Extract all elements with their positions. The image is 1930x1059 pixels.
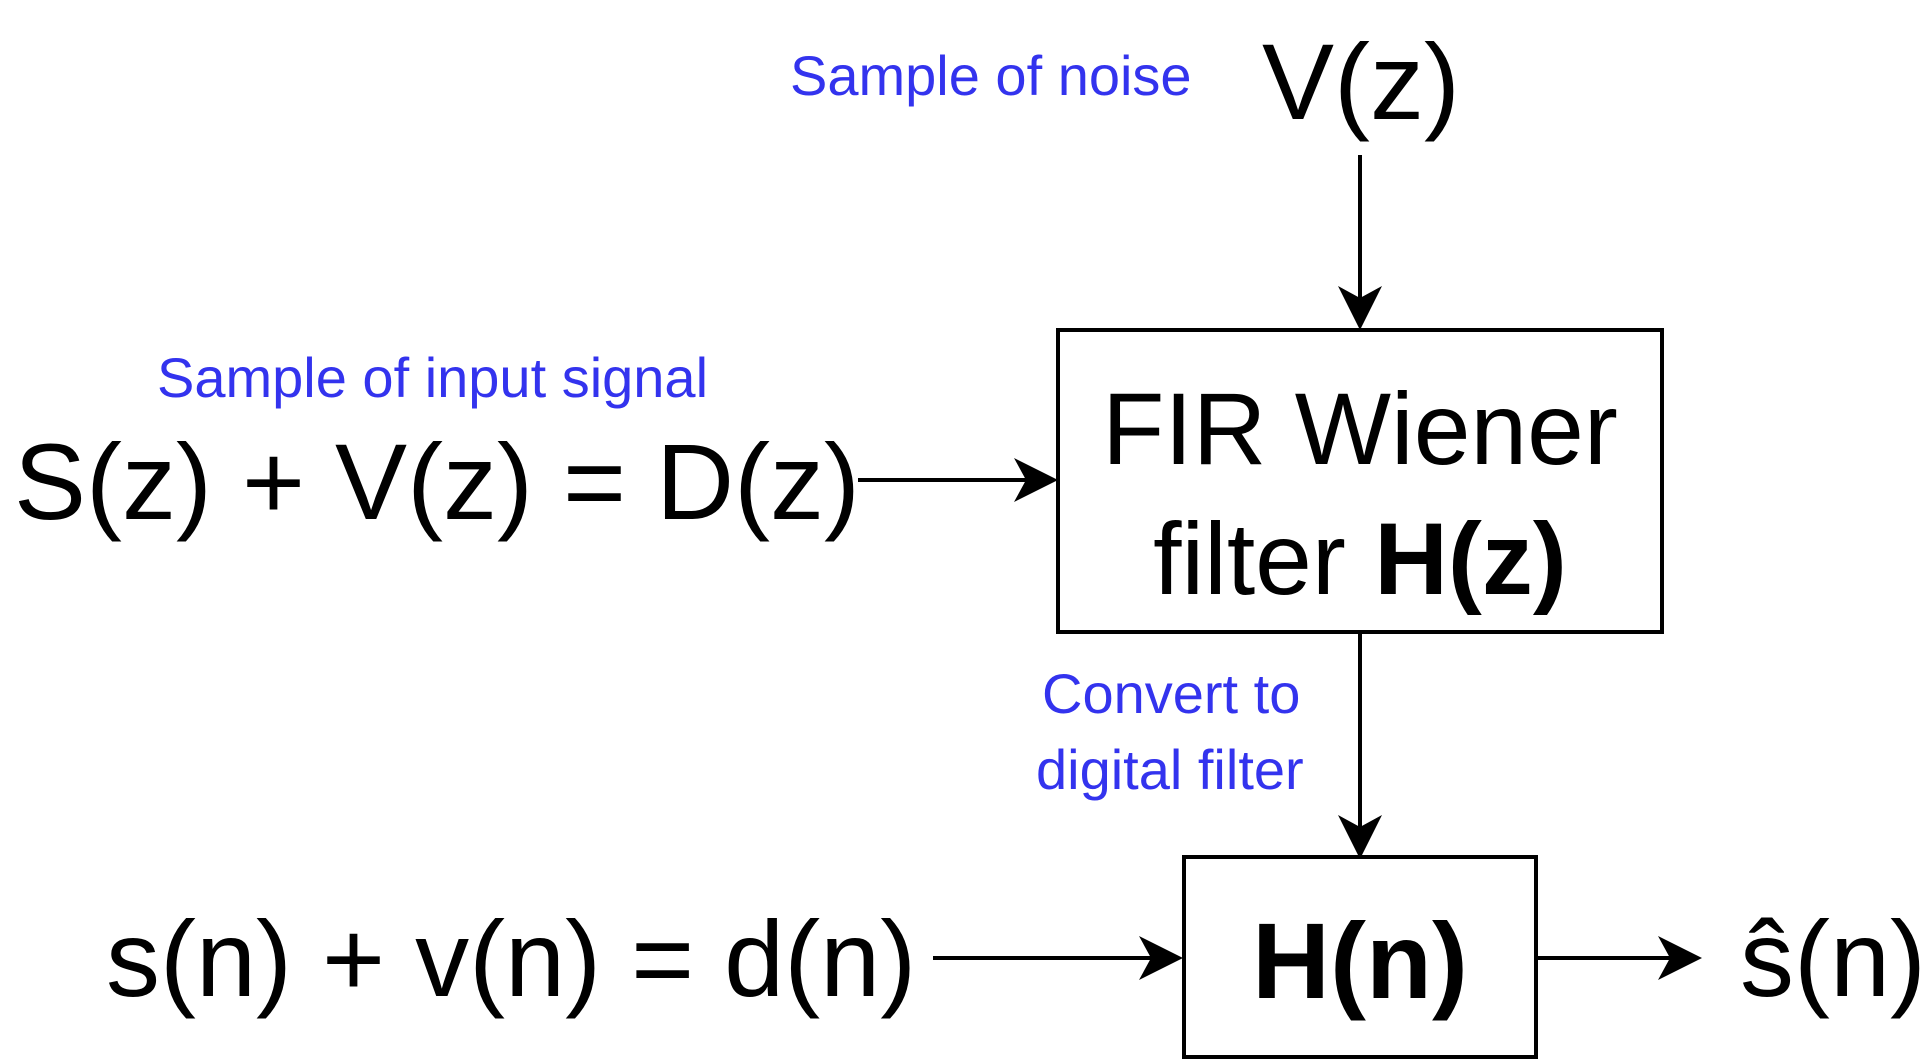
wiener-transfer-function: H(z) — [1374, 502, 1567, 616]
convert-line2: digital filter — [1036, 738, 1304, 801]
output-estimate: ŝ(n) — [1740, 898, 1926, 1019]
fir-wiener-box: FIR Wiener filter H(z) — [1056, 328, 1664, 634]
digital-equation: s(n) + v(n) = d(n) — [106, 898, 917, 1019]
convert-line1: Convert to — [1042, 662, 1301, 725]
wiener-line2-prefix: filter — [1153, 502, 1375, 616]
wiener-line1: FIR Wiener — [1102, 372, 1618, 486]
dn-arrowhead — [1139, 936, 1183, 980]
input-arrowhead — [1014, 458, 1058, 502]
noise-annotation: Sample of noise — [790, 44, 1192, 107]
input-annotation: Sample of input signal — [157, 346, 709, 409]
output-arrowhead — [1658, 936, 1702, 980]
noise-symbol: V(z) — [1262, 21, 1460, 142]
input-equation: S(z) + V(z) = D(z) — [14, 421, 861, 542]
digital-filter-box: H(n) — [1182, 855, 1538, 1059]
wiener-line2: filter H(z) — [1060, 508, 1660, 610]
digital-filter-label: H(n) — [1252, 900, 1468, 1021]
noise-arrowhead — [1338, 286, 1382, 330]
convert-arrowhead — [1338, 815, 1382, 859]
